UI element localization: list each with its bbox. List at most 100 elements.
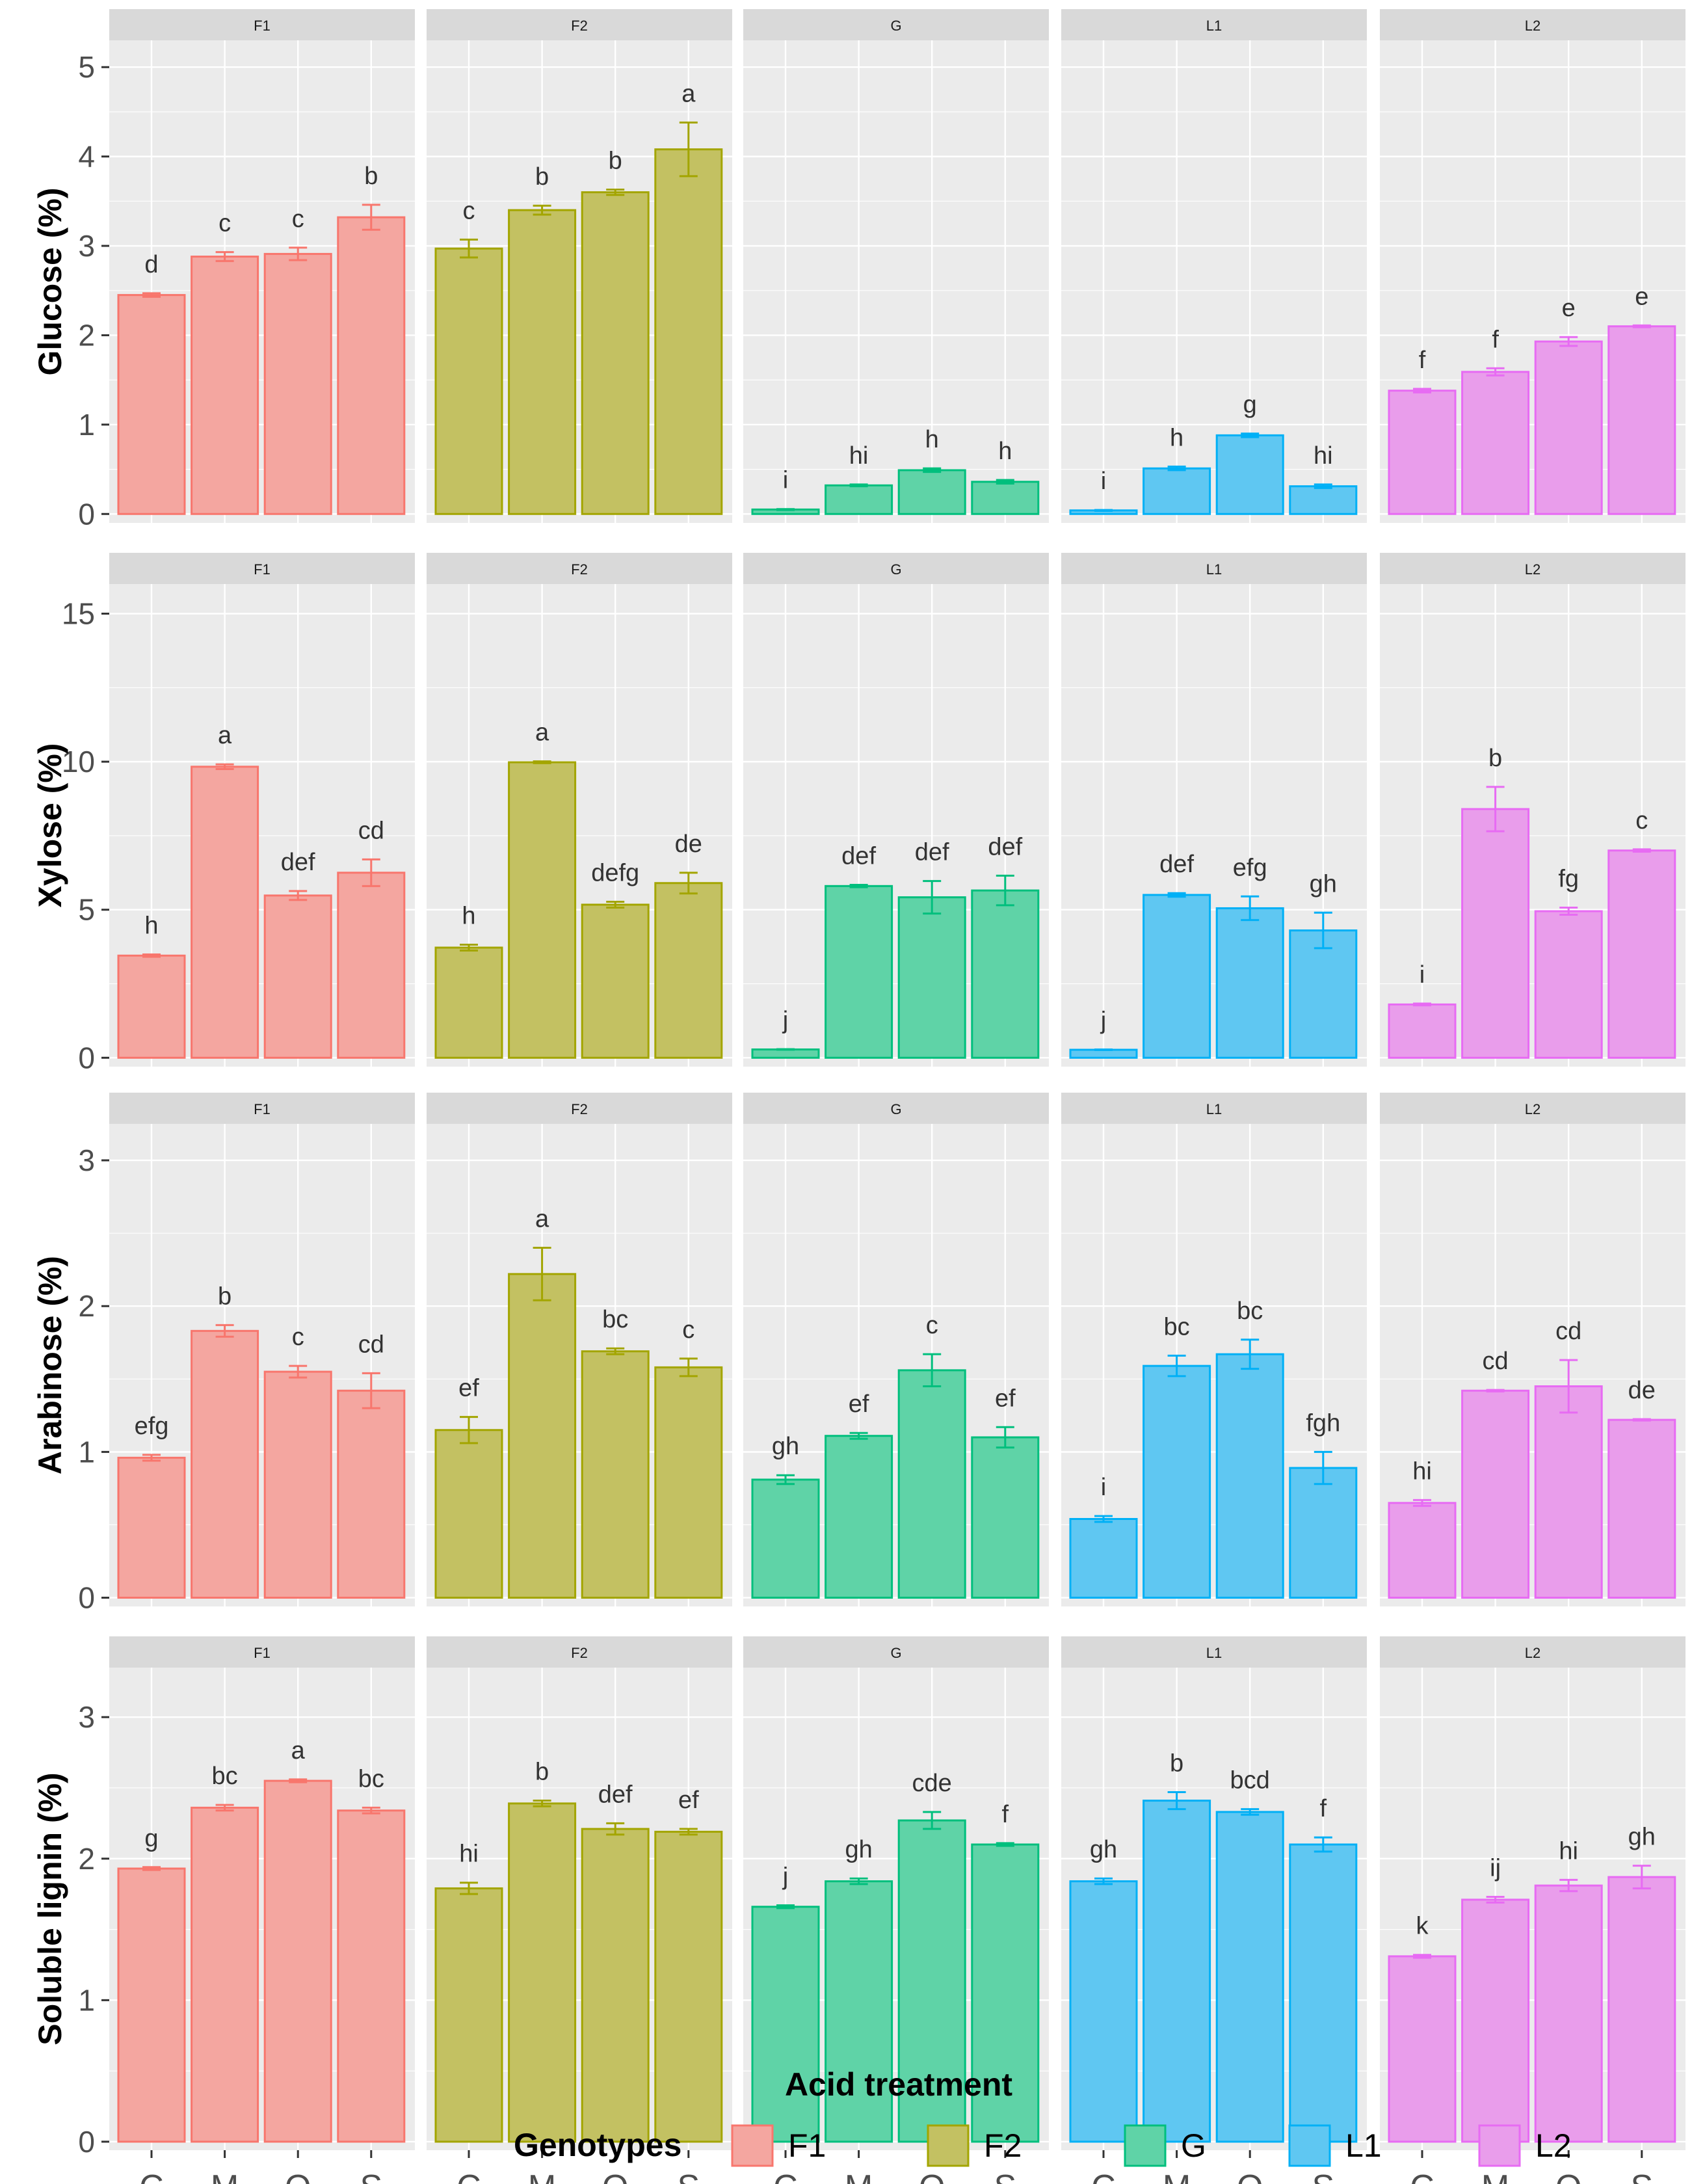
- facet-strip-label: G: [890, 1645, 901, 1661]
- significance-letter: h: [925, 426, 939, 453]
- facet-strip-label: F2: [571, 561, 588, 578]
- bar: [825, 885, 893, 1059]
- panel-F1-row-0: F1 d c c b: [109, 9, 415, 523]
- y-tick-label: 1: [78, 1435, 95, 1469]
- significance-letter: ef: [458, 1375, 479, 1402]
- bar: [337, 1809, 406, 2143]
- significance-letter: cd: [358, 817, 384, 844]
- bar: [1143, 1365, 1211, 1599]
- panel-L1-row-0: L1 i h g hi: [1061, 9, 1367, 523]
- x-tick-label: O: [285, 2168, 311, 2184]
- y-tick-label: 0: [78, 497, 95, 531]
- bar: [1069, 1517, 1138, 1599]
- bar: [263, 1779, 332, 2143]
- facet-strip-label: F2: [571, 1645, 588, 1661]
- bar: [1143, 894, 1211, 1059]
- bar: [1289, 485, 1358, 515]
- bar: [117, 294, 186, 515]
- x-axis-title: Acid treatment: [785, 2066, 1012, 2103]
- significance-letter: b: [535, 163, 549, 191]
- bar: [825, 484, 893, 515]
- legend-key-F1: [731, 2124, 774, 2167]
- facet-strip-label: L2: [1525, 18, 1540, 34]
- bar: [971, 1843, 1040, 2143]
- x-tick-label: S: [1630, 2168, 1653, 2184]
- x-tick-label: S: [994, 2168, 1016, 2184]
- bar: [1069, 1880, 1138, 2143]
- facet-strip: [1061, 1636, 1367, 1668]
- x-tick-label: C: [1410, 2168, 1434, 2184]
- panel-G-row-3: Gj gh cde f: [743, 1636, 1049, 2150]
- facet-strip: [1061, 9, 1367, 40]
- significance-letter: c: [218, 210, 231, 237]
- x-tick-label: S: [677, 2168, 700, 2184]
- facet-strip: [743, 9, 1049, 40]
- panel-L2-row-3: L2 k ij hi gh: [1380, 1636, 1685, 2150]
- significance-letter: h: [998, 438, 1012, 465]
- legend-key-L1: [1288, 2124, 1331, 2167]
- y-axis-title: Glucose (%): [32, 188, 68, 376]
- significance-letter: a: [681, 80, 696, 107]
- facet-strip-label: L1: [1206, 1645, 1222, 1661]
- legend: Genotypes F1 F2 G L1 L2: [514, 2124, 1572, 2167]
- significance-letter: h: [144, 912, 158, 939]
- x-tick-label: C: [1091, 2168, 1116, 2184]
- panel-F2-row-3: F2 hi b def ef: [427, 1636, 732, 2150]
- bar: [1461, 371, 1530, 515]
- bar: [1215, 907, 1284, 1059]
- x-tick-label: O: [1237, 2168, 1263, 2184]
- facet-strip: [743, 1636, 1049, 1668]
- y-tick-label: 0: [78, 2125, 95, 2159]
- significance-letter: def: [281, 849, 315, 876]
- panel-L2-row-0: L2 f f e e: [1380, 9, 1685, 523]
- bar: [825, 1880, 893, 2143]
- panel-background: [1061, 40, 1367, 523]
- bar: [654, 1366, 723, 1599]
- y-tick-label: 1: [78, 408, 95, 442]
- panel-F2-row-0: F2 c b b a: [427, 9, 732, 523]
- bar: [751, 1906, 820, 2143]
- significance-letter: e: [1635, 283, 1648, 310]
- facet-strip-label: G: [890, 561, 901, 578]
- panel-F1-row-3: F1 g bc a bc: [109, 1636, 415, 2150]
- legend-key-F2: [927, 2124, 970, 2167]
- bar: [263, 252, 332, 515]
- significance-letter: f: [1492, 326, 1499, 353]
- facet-strip: [109, 1093, 415, 1124]
- panel-G-row-0: Gi hi h h: [743, 9, 1049, 523]
- significance-letter: i: [783, 467, 788, 494]
- significance-letter: hi: [1314, 442, 1333, 470]
- significance-letter: ef: [849, 1391, 869, 1418]
- significance-letter: bc: [212, 1763, 238, 1790]
- bar: [337, 216, 406, 515]
- bar: [1215, 434, 1284, 515]
- bar: [117, 1867, 186, 2143]
- bar: [971, 1436, 1040, 1599]
- significance-letter: hi: [1559, 1837, 1578, 1865]
- significance-letter: a: [291, 1737, 306, 1765]
- facet-strip: [1061, 1093, 1367, 1124]
- bar: [1143, 1800, 1211, 2143]
- bar: [897, 1819, 966, 2143]
- significance-letter: gh: [772, 1433, 799, 1460]
- panel-L1-row-3: L1 gh b bcd f: [1061, 1636, 1367, 2150]
- bar: [434, 1429, 503, 1599]
- bar: [1534, 1884, 1603, 2143]
- significance-letter: bc: [358, 1765, 384, 1792]
- bar: [508, 1802, 577, 2143]
- bar: [1607, 1418, 1676, 1599]
- bar: [1289, 1843, 1358, 2143]
- significance-letter: ij: [1490, 1855, 1501, 1882]
- significance-letter: ef: [995, 1385, 1016, 1412]
- bar: [971, 481, 1040, 515]
- x-tick-label: M: [1163, 2168, 1191, 2184]
- significance-letter: g: [144, 1825, 158, 1852]
- bar: [1215, 1353, 1284, 1599]
- bar: [897, 1369, 966, 1599]
- significance-letter: ef: [678, 1787, 699, 1814]
- significance-letter: b: [535, 1759, 549, 1786]
- facet-strip: [1380, 553, 1685, 584]
- bar: [1143, 467, 1211, 515]
- y-tick-label: 3: [78, 1700, 95, 1734]
- bar: [1388, 390, 1457, 515]
